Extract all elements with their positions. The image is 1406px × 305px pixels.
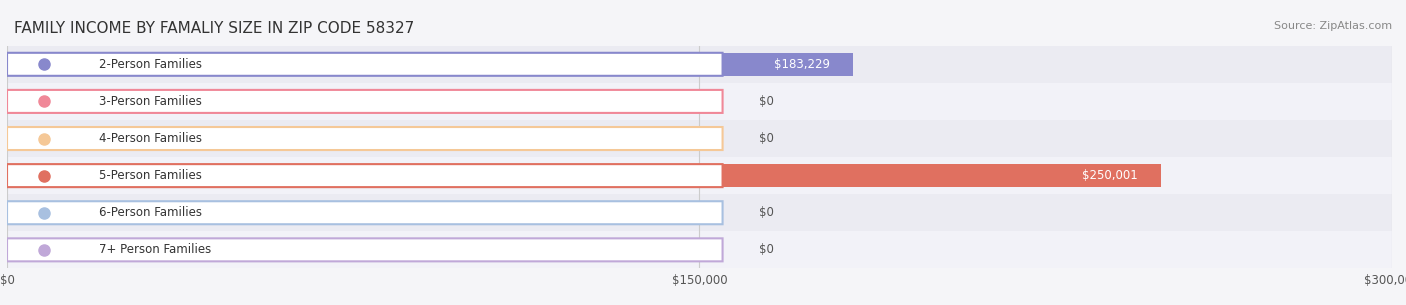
Text: $0: $0 — [759, 132, 775, 145]
Bar — [7, 194, 1392, 231]
Text: 2-Person Families: 2-Person Families — [100, 58, 202, 71]
FancyBboxPatch shape — [7, 90, 723, 113]
FancyBboxPatch shape — [7, 201, 723, 224]
Text: FAMILY INCOME BY FAMALIY SIZE IN ZIP CODE 58327: FAMILY INCOME BY FAMALIY SIZE IN ZIP COD… — [14, 21, 415, 36]
Text: $250,001: $250,001 — [1083, 169, 1137, 182]
Text: 6-Person Families: 6-Person Families — [100, 206, 202, 219]
Text: 7+ Person Families: 7+ Person Families — [100, 243, 212, 256]
Bar — [7, 53, 853, 76]
Text: $183,229: $183,229 — [773, 58, 830, 71]
Bar — [7, 164, 1161, 187]
FancyBboxPatch shape — [7, 53, 723, 76]
Text: 4-Person Families: 4-Person Families — [100, 132, 202, 145]
Text: 5-Person Families: 5-Person Families — [100, 169, 202, 182]
Bar — [7, 231, 1392, 268]
Text: $0: $0 — [759, 206, 775, 219]
Bar — [7, 46, 1392, 83]
Text: Source: ZipAtlas.com: Source: ZipAtlas.com — [1274, 21, 1392, 31]
FancyBboxPatch shape — [7, 238, 723, 261]
Bar — [7, 120, 1392, 157]
Bar — [7, 157, 1392, 194]
Bar — [7, 83, 1392, 120]
Text: $0: $0 — [759, 243, 775, 256]
FancyBboxPatch shape — [7, 127, 723, 150]
Text: $0: $0 — [759, 95, 775, 108]
FancyBboxPatch shape — [7, 164, 723, 187]
Text: 3-Person Families: 3-Person Families — [100, 95, 202, 108]
